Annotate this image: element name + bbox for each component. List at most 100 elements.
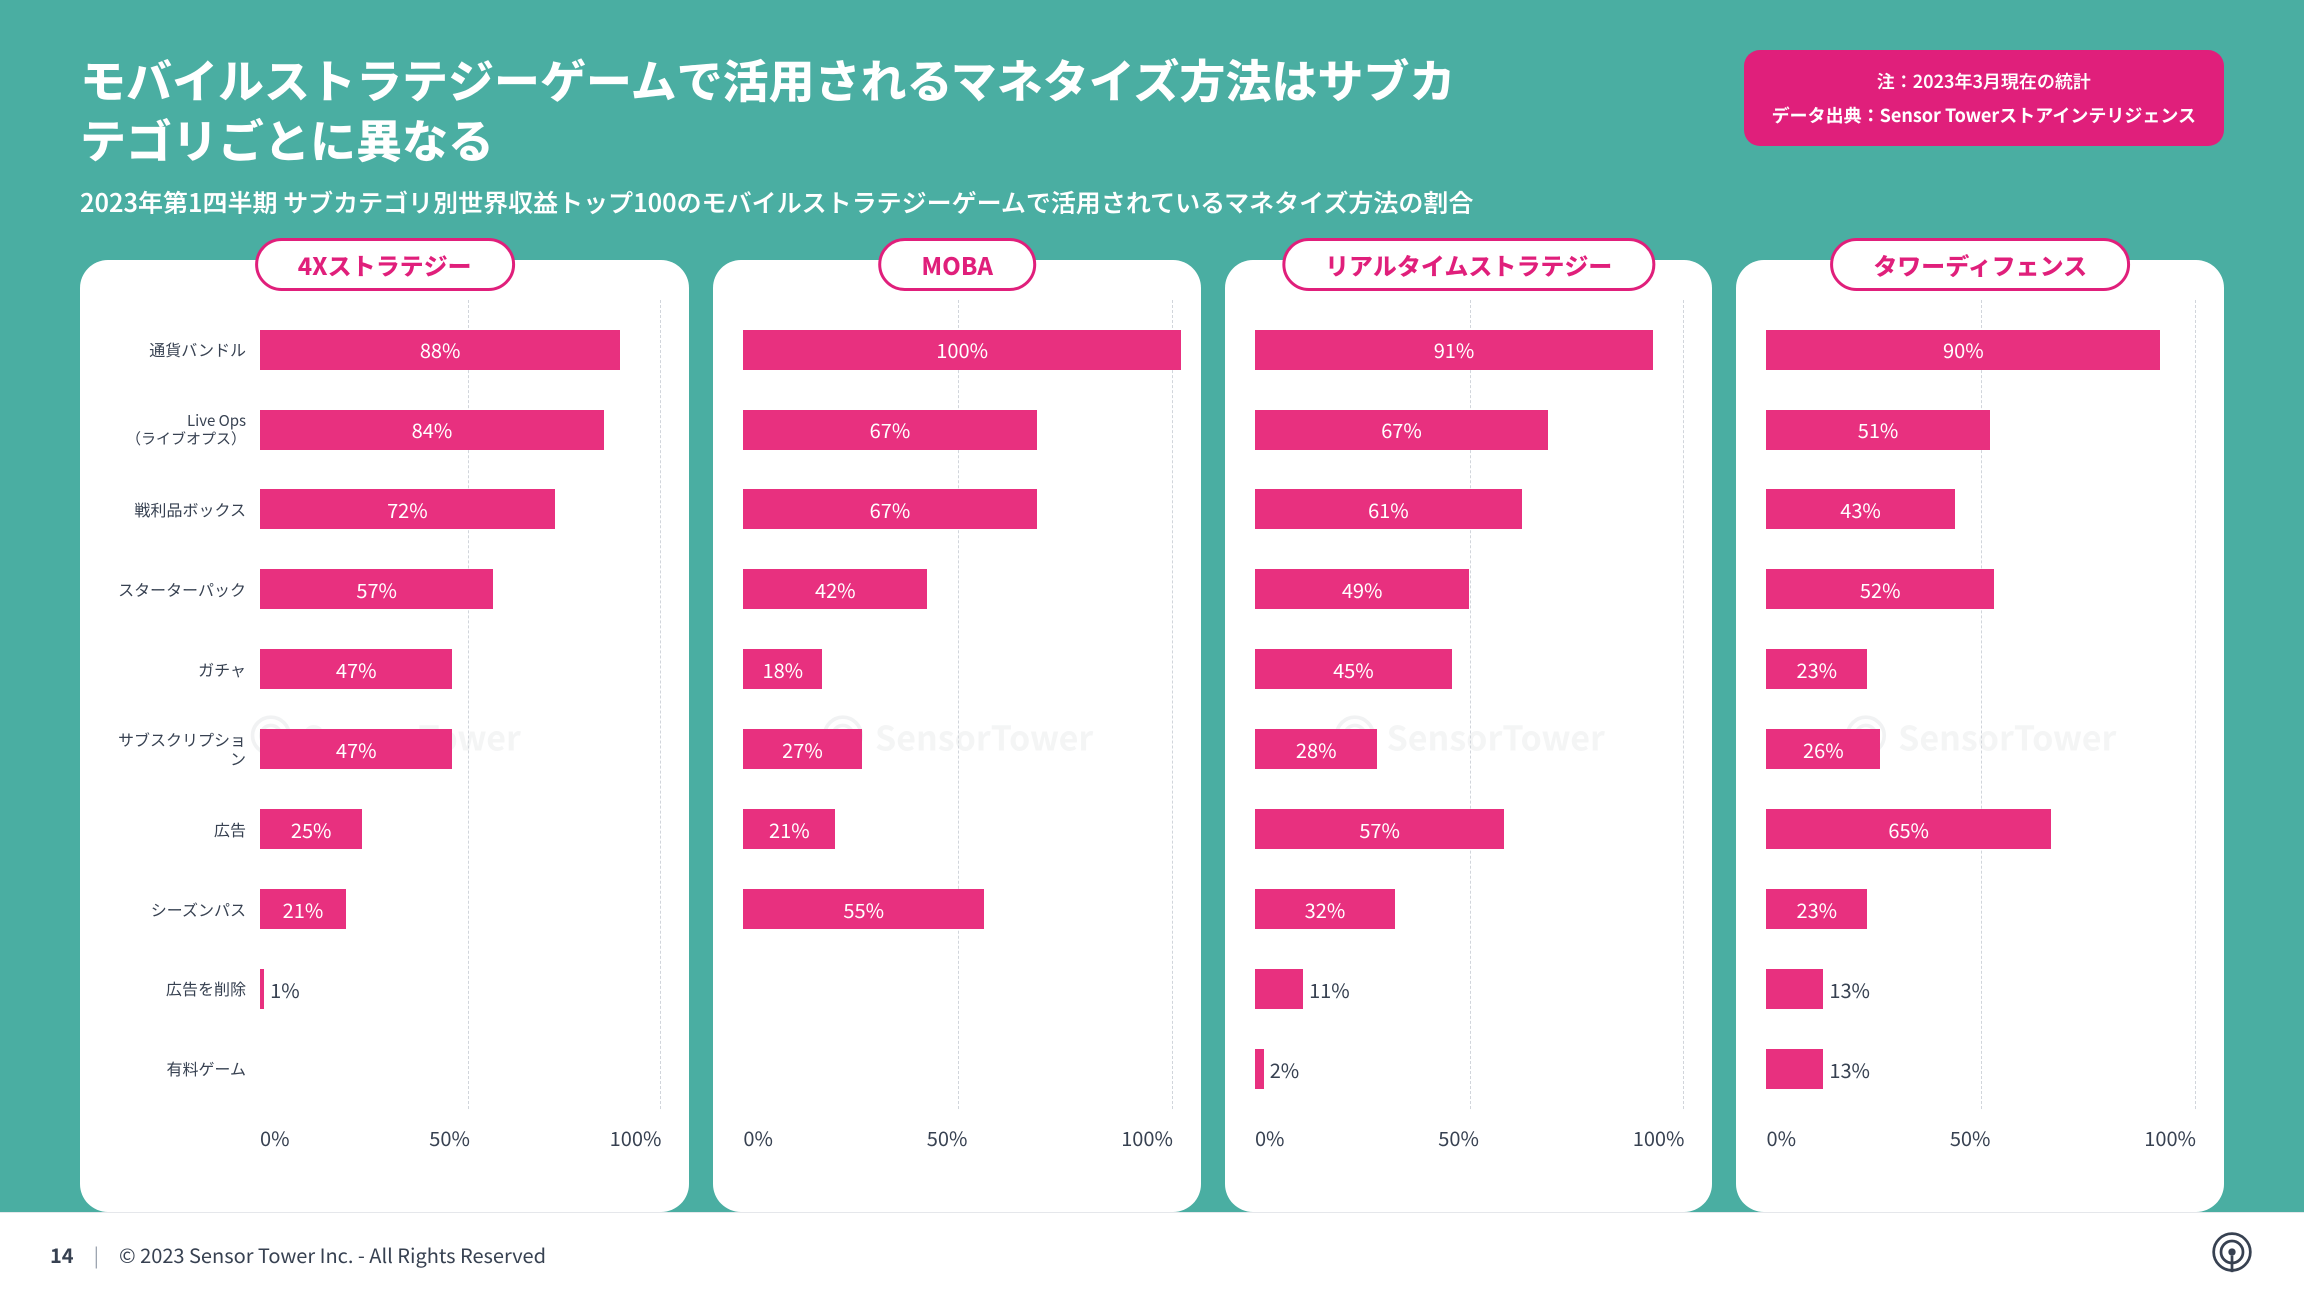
bar-fill: 84% — [260, 410, 604, 450]
bar-row: 通貨バンドル90% — [1756, 326, 2204, 374]
bar-value-label: 2% — [1270, 1055, 1300, 1084]
bar-fill: 23% — [1766, 889, 1867, 929]
chart-tab-label: リアルタイムストラテジー — [1282, 238, 1655, 291]
bar-fill: 57% — [1255, 809, 1504, 849]
bar-fill: 100% — [743, 330, 1181, 370]
bar-fill: 52% — [1766, 569, 1994, 609]
bar-fill — [1766, 969, 1823, 1009]
bar-track: 21% — [260, 885, 669, 933]
bar-fill: 55% — [743, 889, 984, 929]
bar-track: 26% — [1766, 725, 2204, 773]
bar-row: ガチャ47% — [110, 645, 669, 693]
bar-track: 84% — [260, 406, 669, 454]
bar-fill: 88% — [260, 330, 620, 370]
bar-track: 21% — [743, 805, 1181, 853]
x-tick-label: 100% — [1633, 1123, 1685, 1152]
x-axis: 0%50%100% — [110, 1123, 669, 1152]
bar-fill — [1255, 969, 1303, 1009]
bar-track: 27% — [743, 725, 1181, 773]
bar-row: サブスクリプション26% — [1756, 725, 2204, 773]
bar-row: サブスクリプション27% — [733, 725, 1181, 773]
bar-fill: 43% — [1766, 489, 1954, 529]
footer-logo-icon — [2210, 1230, 2254, 1280]
bar-row: 戦利品ボックス61% — [1245, 485, 1693, 533]
bar-label: 広告を削除 — [110, 979, 260, 998]
page-subtitle: 2023年第1四半期 サブカテゴリ別世界収益トップ100のモバイルストラテジーゲ… — [80, 184, 2224, 220]
bar-track: 72% — [260, 485, 669, 533]
bars-area: 通貨バンドル91%Live Ops（ライブオプス）67%戦利品ボックス61%スタ… — [1245, 300, 1693, 1109]
x-axis-ticks: 0%50%100% — [1255, 1123, 1693, 1152]
bar-row: スターターパック49% — [1245, 565, 1693, 613]
page-number: 14 — [50, 1240, 74, 1269]
x-tick-label: 100% — [2144, 1123, 2196, 1152]
bar-label: 戦利品ボックス — [110, 500, 260, 519]
bar-row: 有料ゲーム — [110, 1045, 669, 1093]
bar-value-label: 13% — [1829, 1055, 1870, 1084]
bar-fill: 45% — [1255, 649, 1452, 689]
bar-row: 有料ゲーム13% — [1756, 1045, 2204, 1093]
bar-label: Live Ops（ライブオプス） — [110, 412, 260, 448]
bar-row: 有料ゲーム — [733, 1045, 1181, 1093]
bar-row: 広告65% — [1756, 805, 2204, 853]
bar-row: 広告を削除11% — [1245, 965, 1693, 1013]
bar-value-label: 11% — [1309, 975, 1350, 1004]
bar-fill: 67% — [1255, 410, 1548, 450]
bar-fill: 67% — [743, 489, 1036, 529]
page-title: モバイルストラテジーゲームで活用されるマネタイズ方法はサブカテゴリごとに異なる — [80, 50, 1480, 170]
bar-track: 42% — [743, 565, 1181, 613]
bar-track: 25% — [260, 805, 669, 853]
bar-row: 通貨バンドル91% — [1245, 326, 1693, 374]
bar-row: 広告を削除 — [733, 965, 1181, 1013]
bar-fill: 51% — [1766, 410, 1989, 450]
x-tick-label: 0% — [1766, 1123, 1796, 1152]
chart-panel: リアルタイムストラテジーSensorTower通貨バンドル91%Live Ops… — [1225, 260, 1713, 1212]
bar-fill: 72% — [260, 489, 555, 529]
bar-track: 47% — [260, 725, 669, 773]
bar-track: 28% — [1255, 725, 1693, 773]
bar-label: 広告 — [110, 820, 260, 839]
chart-tab-label: タワーディフェンス — [1830, 238, 2130, 291]
bar-track: 90% — [1766, 326, 2204, 374]
bar-fill: 32% — [1255, 889, 1395, 929]
x-tick-label: 0% — [260, 1123, 290, 1152]
bar-fill: 65% — [1766, 809, 2050, 849]
bar-fill: 26% — [1766, 729, 1880, 769]
bar-fill: 67% — [743, 410, 1036, 450]
bar-fill: 91% — [1255, 330, 1653, 370]
x-tick-label: 50% — [1950, 1123, 1991, 1152]
bar-fill: 27% — [743, 729, 861, 769]
bar-track — [743, 965, 1181, 1013]
bar-row: シーズンパス32% — [1245, 885, 1693, 933]
bar-track: 61% — [1255, 485, 1693, 533]
bar-row: 戦利品ボックス72% — [110, 485, 669, 533]
bar-fill: 42% — [743, 569, 927, 609]
bar-row: ガチャ18% — [733, 645, 1181, 693]
bar-fill — [1766, 1049, 1823, 1089]
x-tick-label: 50% — [1438, 1123, 1479, 1152]
bar-track: 47% — [260, 645, 669, 693]
x-tick-label: 0% — [743, 1123, 773, 1152]
bar-track: 91% — [1255, 326, 1693, 374]
header: モバイルストラテジーゲームで活用されるマネタイズ方法はサブカテゴリごとに異なる … — [0, 0, 2304, 240]
bar-track — [260, 1045, 669, 1093]
bar-row: 広告を削除1% — [110, 965, 669, 1013]
bar-fill: 21% — [743, 809, 835, 849]
bar-track: 18% — [743, 645, 1181, 693]
bars-area: 通貨バンドル88%Live Ops（ライブオプス）84%戦利品ボックス72%スタ… — [110, 300, 669, 1109]
bar-track: 49% — [1255, 565, 1693, 613]
bar-track: 52% — [1766, 565, 2204, 613]
x-axis-ticks: 0% 50% 100% — [1766, 1123, 2204, 1152]
bar-row: 戦利品ボックス43% — [1756, 485, 2204, 533]
charts-row: 4XストラテジーSensorTower通貨バンドル88%Live Ops（ライブ… — [0, 240, 2304, 1212]
bar-row: 戦利品ボックス67% — [733, 485, 1181, 533]
bar-track: 57% — [1255, 805, 1693, 853]
bar-row: ガチャ23% — [1756, 645, 2204, 693]
bar-row: ガチャ45% — [1245, 645, 1693, 693]
bar-row: Live Ops（ライブオプス）67% — [733, 406, 1181, 454]
bar-track: 23% — [1766, 885, 2204, 933]
bar-track: 100% — [743, 326, 1181, 374]
bar-fill: 49% — [1255, 569, 1469, 609]
bar-track: 43% — [1766, 485, 2204, 533]
x-axis: 0%50%100% — [1245, 1123, 1693, 1152]
chart-panel: 4XストラテジーSensorTower通貨バンドル88%Live Ops（ライブ… — [80, 260, 689, 1212]
